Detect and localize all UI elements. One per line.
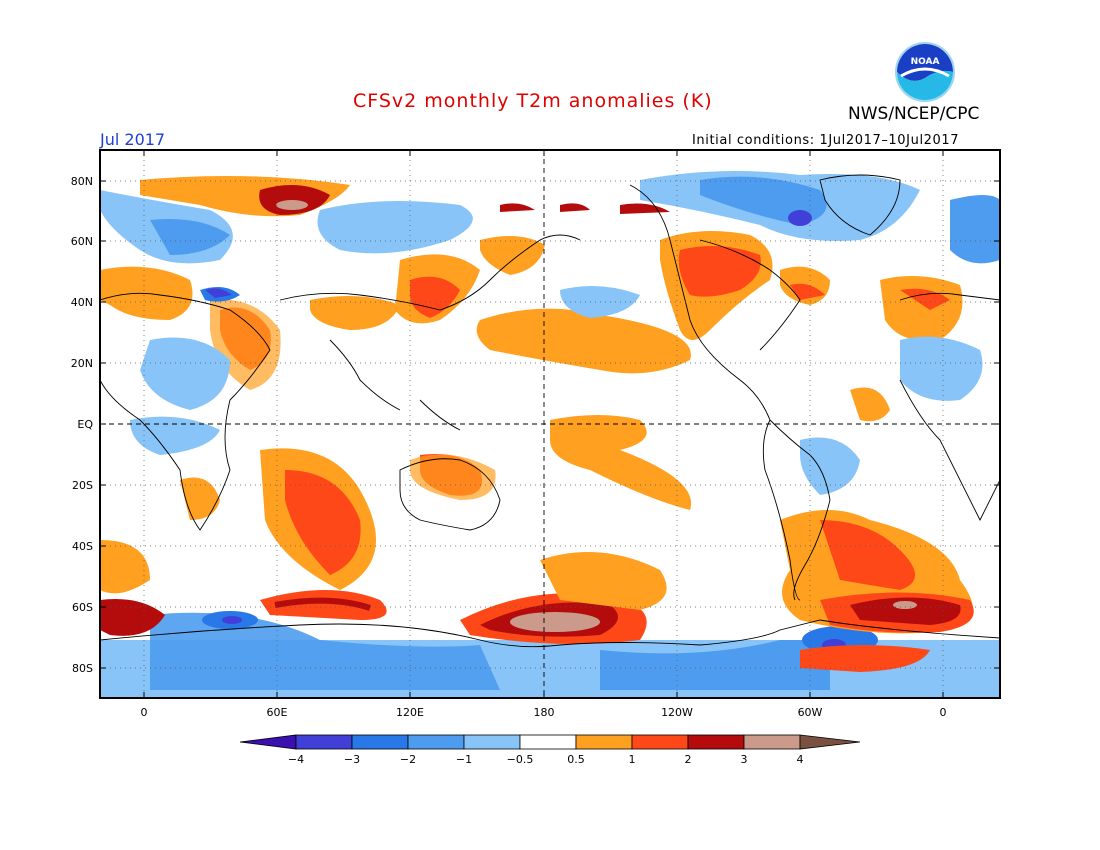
colorbar-segment [407,734,465,750]
lat-label: 40S [72,540,93,553]
graticule [100,150,1000,698]
colorbar-label: 3 [741,753,748,766]
lon-label: 0 [940,706,947,719]
longitude-labels: 0 60E 120E 180 120W 60W 0 [141,706,947,719]
lat-label: 20S [72,479,93,492]
lat-label: EQ [77,418,93,431]
colorbar-segment [519,734,577,750]
colorbar-label: 2 [685,753,692,766]
colorbar-segment [575,734,633,750]
lat-label: 40N [71,296,93,309]
reference-lines [100,150,1000,698]
colorbar-segment [463,734,521,750]
colorbar-segment [743,734,801,750]
colorbar-label: −4 [288,753,304,766]
lon-label: 0 [141,706,148,719]
lon-label: 60E [267,706,288,719]
latitude-labels: 80N 60N 40N 20N EQ 20S 40S 60S 80S [71,175,94,675]
lat-label: 20N [71,357,93,370]
noaa-logo: NOAA [895,42,955,102]
initial-conditions-label: Initial conditions: 1Jul2017–10Jul2017 [692,133,960,148]
colorbar-segment [295,734,353,750]
colorbar-label: 1 [629,753,636,766]
colorbar-segment [239,734,297,750]
colorbar-segment [799,734,861,750]
lon-label: 180 [534,706,555,719]
color-bar [239,734,861,750]
lon-label: 120W [661,706,693,719]
colorbar-label: −0.5 [507,753,534,766]
c-pacific-warm [550,415,692,510]
colorbar-segment [351,734,409,750]
colorbar-label: −2 [400,753,416,766]
colorbar-label: 0.5 [567,753,585,766]
colorbar-segment [687,734,745,750]
map-title: CFSv2 monthly T2m anomalies (K) [353,90,713,112]
lon-label: 120E [396,706,424,719]
lat-label: 60S [72,601,93,614]
lat-label: 80S [72,662,93,675]
colorbar-label: −1 [456,753,472,766]
anomaly-fields [100,171,1000,698]
colorbar-label: −3 [344,753,360,766]
noaa-logo-text: NOAA [911,57,940,67]
tick-marks [100,150,1000,698]
colorbar-label: 4 [797,753,804,766]
coastlines [100,174,1000,648]
colorbar-segment [631,734,689,750]
lat-label: 80N [71,175,93,188]
lon-label: 60W [798,706,823,719]
agency-label: NWS/NCEP/CPC [848,104,980,124]
lat-label: 60N [71,235,93,248]
month-label: Jul 2017 [100,130,166,149]
colorbar-labels: −4 −3 −2 −1 −0.5 0.5 1 2 3 4 [288,753,804,766]
